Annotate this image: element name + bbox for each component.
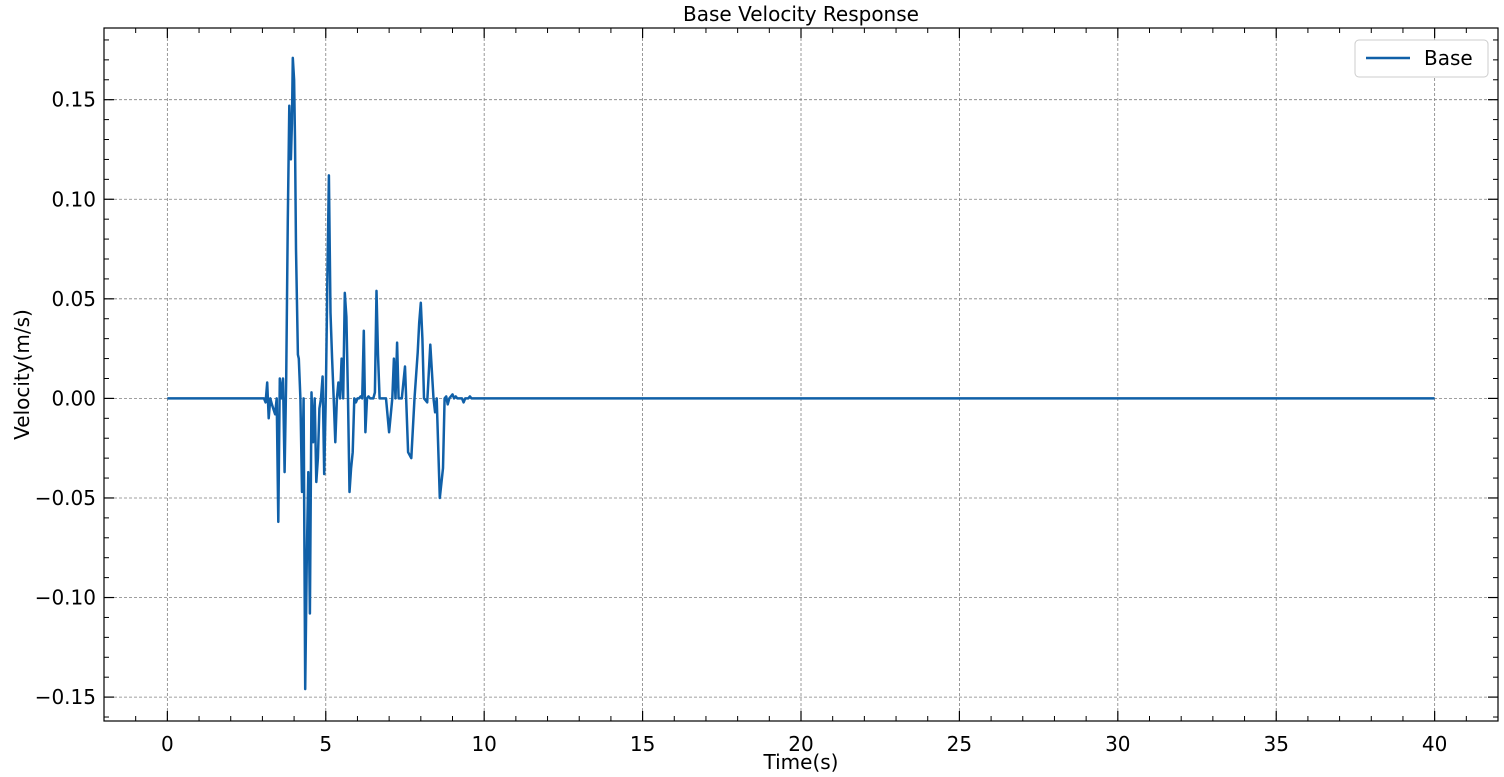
x-tick-label: 40 (1422, 732, 1447, 756)
y-tick-label: −0.10 (35, 586, 96, 610)
legend-label-base: Base (1424, 46, 1473, 70)
x-axis-label: Time(s) (763, 750, 839, 774)
tick-layer (103, 28, 1499, 721)
legend: Base (1354, 39, 1489, 78)
y-tick-label: −0.05 (35, 486, 96, 510)
x-tick-label: 10 (471, 732, 496, 756)
x-tick-label: 15 (630, 732, 655, 756)
x-tick-label: 0 (161, 732, 174, 756)
y-axis-label: Velocity(m/s) (10, 309, 34, 440)
series-line-base (167, 56, 1435, 691)
x-tick-label: 35 (1264, 732, 1289, 756)
series-layer (167, 56, 1435, 691)
chart-title: Base Velocity Response (683, 2, 919, 26)
x-tick-label: 5 (319, 732, 332, 756)
y-tick-label: 0.10 (51, 187, 96, 211)
x-tick-label: 25 (947, 732, 972, 756)
legend-box (1354, 39, 1489, 78)
x-tick-label: 30 (1105, 732, 1130, 756)
y-tick-label: 0.05 (51, 287, 96, 311)
y-tick-label: 0.00 (51, 386, 96, 410)
tick-label-layer: 0 5 10 15 20 25 30 35 40 −0.15 −0.10 −0.05 0.00 0.05 0… (35, 88, 1448, 756)
x-tick-label: 20 (788, 732, 813, 756)
y-tick-label: −0.15 (35, 685, 96, 709)
y-tick-label: 0.15 (51, 88, 96, 112)
